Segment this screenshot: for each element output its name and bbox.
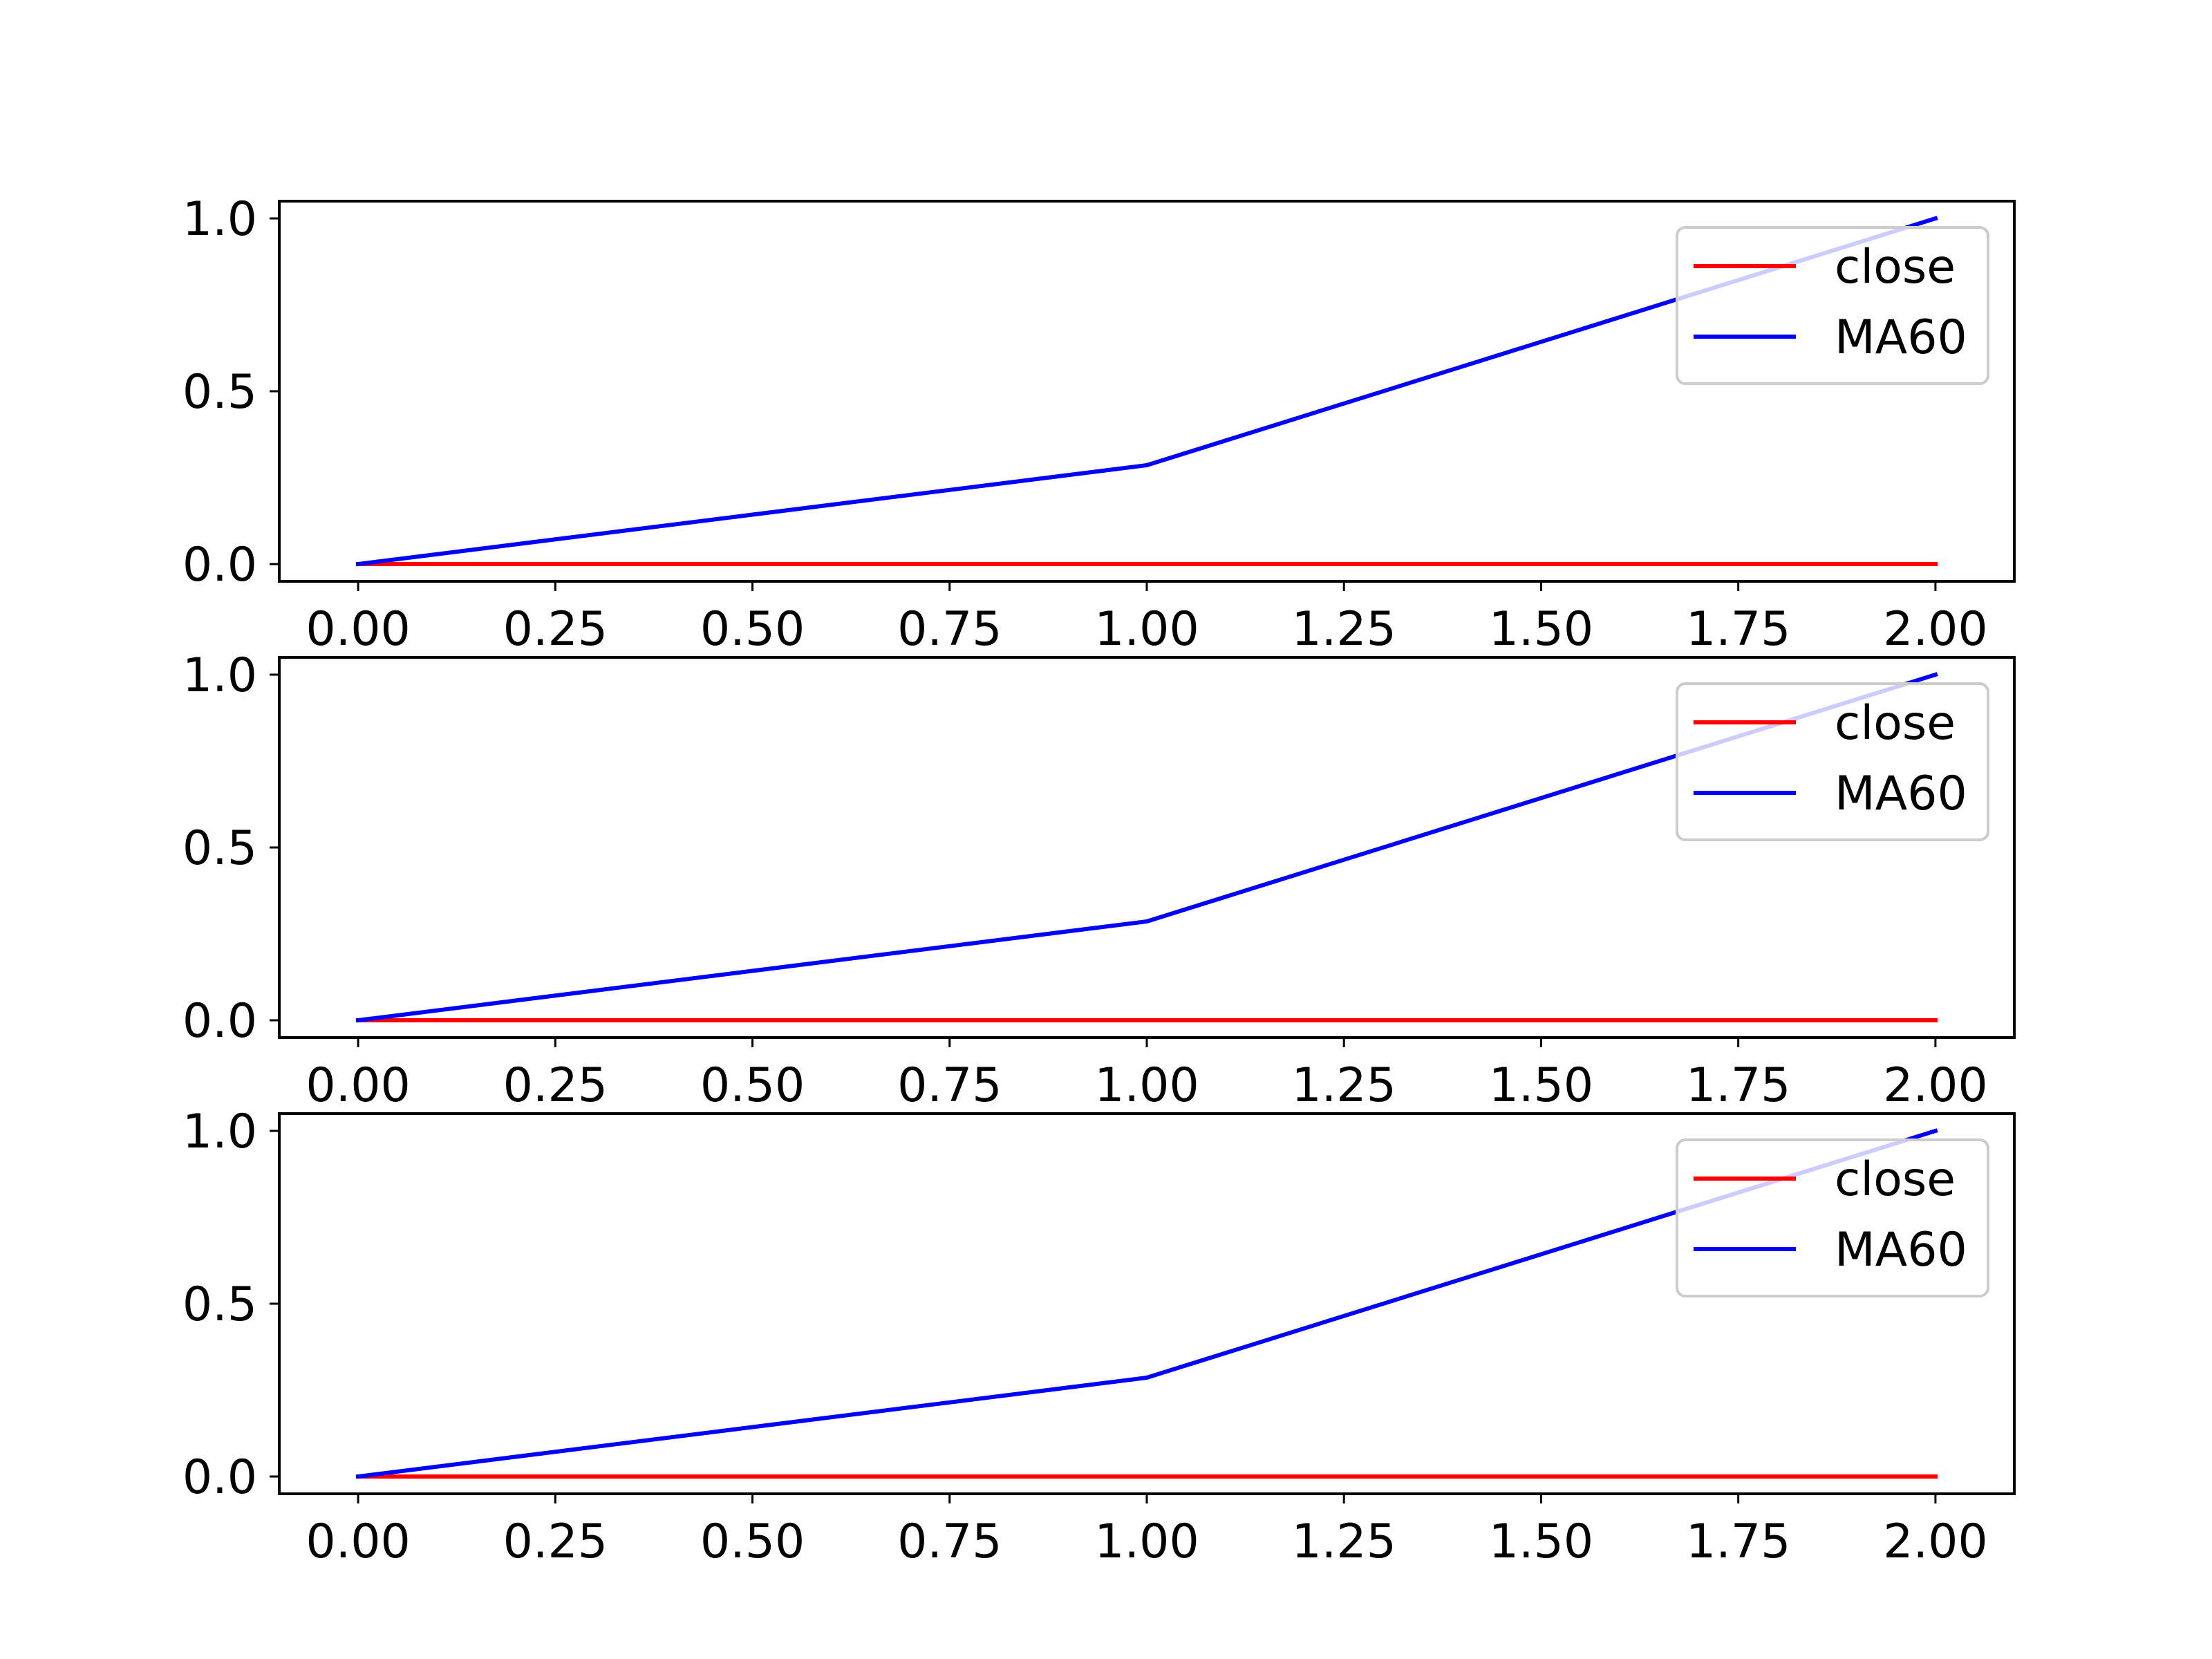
- x-tick-label: 0.75: [897, 1058, 1002, 1113]
- y-tick-label: 0.5: [182, 821, 257, 876]
- series-line-ma60: [355, 672, 1938, 1023]
- x-tick-label: 0.25: [503, 1058, 608, 1113]
- y-tick-label: 1.0: [182, 1105, 257, 1159]
- x-tick-label: 0.50: [700, 1058, 805, 1113]
- y-tick-label: 0.5: [182, 365, 257, 420]
- x-tick-label: 1.00: [1094, 602, 1199, 657]
- x-tick-label: 1.25: [1292, 1058, 1396, 1113]
- y-tick-label: 0.0: [182, 994, 257, 1049]
- series-line-ma60: [355, 216, 1938, 567]
- x-tick-label: 0.50: [700, 602, 805, 657]
- x-tick-label: 0.75: [897, 602, 1002, 657]
- legend-label-ma60: MA60: [1835, 310, 1967, 365]
- y-tick-label: 0.5: [182, 1277, 257, 1332]
- y-tick-label: 1.0: [182, 648, 257, 703]
- x-tick-label: 0.25: [503, 1515, 608, 1569]
- x-tick-label: 1.75: [1686, 602, 1790, 657]
- x-tick-label: 2.00: [1883, 1515, 1987, 1569]
- x-tick-label: 2.00: [1883, 1058, 1987, 1113]
- x-tick-label: 2.00: [1883, 602, 1987, 657]
- legend-label-ma60: MA60: [1835, 1223, 1967, 1277]
- x-tick-label: 1.75: [1686, 1515, 1790, 1569]
- legend: close MA60: [1676, 226, 1989, 385]
- x-tick-label: 1.50: [1489, 602, 1593, 657]
- series-line-ma60: [355, 1128, 1938, 1479]
- legend-label-close: close: [1835, 1152, 1956, 1207]
- x-tick-label: 1.25: [1292, 1515, 1396, 1569]
- subplot-1: 0.00 0.25 0.50 0.75 1.00 1.25 1.50 1.75 2.00 0.0 0…: [182, 192, 2016, 657]
- y-tick-label: 0.0: [182, 538, 257, 592]
- legend-label-close: close: [1835, 240, 1956, 294]
- x-tick-label: 0.00: [306, 602, 410, 657]
- y-tick-label: 1.0: [182, 192, 257, 247]
- x-tick-label: 0.25: [503, 602, 608, 657]
- x-tick-label: 1.75: [1686, 1058, 1790, 1113]
- subplot-3: 0.00 0.25 0.50 0.75 1.00 1.25 1.50 1.75 2.00 0.0 0…: [182, 1105, 2016, 1569]
- x-tick-label: 1.50: [1489, 1515, 1593, 1569]
- subplots: 0.00 0.25 0.50 0.75 1.00 1.25 1.50 1.75 2.000.00…: [182, 192, 2016, 1569]
- legend: close MA60: [1676, 1138, 1989, 1297]
- x-tick-label: 1.00: [1094, 1515, 1199, 1569]
- legend-label-close: close: [1835, 696, 1956, 751]
- x-tick-label: 1.25: [1292, 602, 1396, 657]
- x-tick-label: 0.00: [306, 1058, 410, 1113]
- x-tick-label: 1.50: [1489, 1058, 1593, 1113]
- x-tick-label: 1.00: [1094, 1058, 1199, 1113]
- x-tick-label: 0.00: [306, 1515, 410, 1569]
- y-tick-label: 0.0: [182, 1450, 257, 1505]
- x-tick-label: 0.50: [700, 1515, 805, 1569]
- x-tick-label: 0.75: [897, 1515, 1002, 1569]
- subplot-2: 0.00 0.25 0.50 0.75 1.00 1.25 1.50 1.75 2.00 0.0 0…: [182, 648, 2016, 1113]
- legend-label-ma60: MA60: [1835, 767, 1967, 821]
- legend: close MA60: [1676, 682, 1989, 841]
